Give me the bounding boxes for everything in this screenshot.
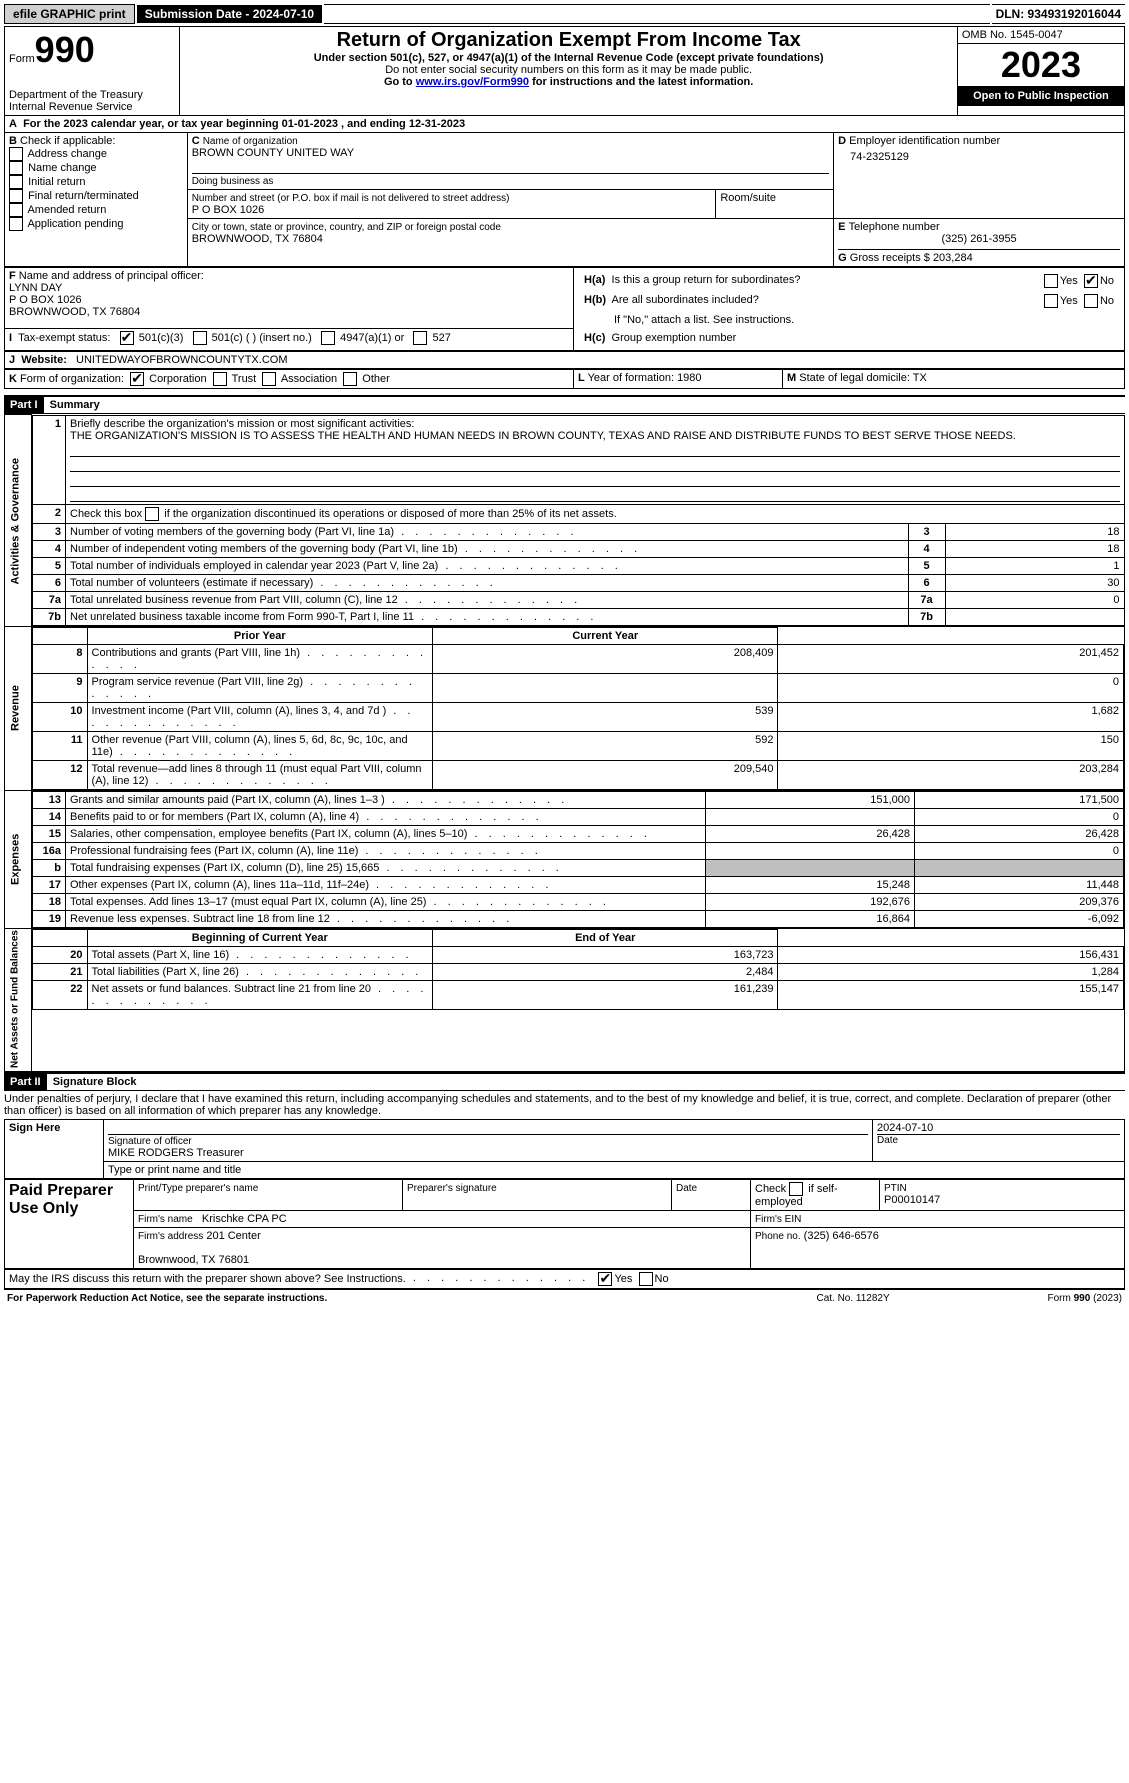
firm-name: Krischke CPA PC — [202, 1213, 287, 1225]
form-subtitle: Under section 501(c), 527, or 4947(a)(1)… — [184, 52, 952, 64]
k-l-m: K Form of organization: Corporation Trus… — [4, 369, 1125, 389]
mission-text: THE ORGANIZATION'S MISSION IS TO ASSESS … — [70, 430, 1016, 442]
goto-line: Go to www.irs.gov/Form990 for instructio… — [184, 76, 952, 88]
side-revenue: Revenue — [5, 626, 32, 790]
dept-treasury: Department of the Treasury Internal Reve… — [9, 89, 175, 113]
b-label: Check if applicable: — [20, 135, 115, 147]
tax-year: 2023 — [958, 44, 1124, 86]
org-address: P O BOX 1026 — [192, 204, 265, 216]
side-activities: Activities & Governance — [5, 415, 32, 627]
irs-link[interactable]: www.irs.gov/Form990 — [416, 76, 529, 88]
ssn-note: Do not enter social security numbers on … — [184, 64, 952, 76]
sig-date: 2024-07-10 — [877, 1122, 1120, 1134]
chk-amended[interactable] — [9, 203, 23, 217]
chk-corp[interactable] — [130, 372, 144, 386]
chk-hb-yes[interactable] — [1044, 294, 1058, 308]
omb-number: OMB No. 1545-0047 — [958, 27, 1124, 44]
year-formation: 1980 — [677, 372, 701, 384]
phone: (325) 261-3955 — [838, 233, 1120, 245]
form-label: Form — [9, 53, 35, 65]
open-inspection: Open to Public Inspection — [958, 86, 1124, 106]
ptin: P00010147 — [884, 1194, 940, 1206]
chk-527[interactable] — [413, 331, 427, 345]
firm-phone: (325) 646-6576 — [804, 1230, 879, 1242]
chk-name-change[interactable] — [9, 161, 23, 175]
part2-header: Part II Signature Block — [4, 1072, 1125, 1091]
line-a: A For the 2023 calendar year, or tax yea… — [4, 116, 1125, 132]
chk-hb-no[interactable] — [1084, 294, 1098, 308]
perjury-declaration: Under penalties of perjury, I declare th… — [4, 1091, 1125, 1119]
efile-button[interactable]: efile GRAPHIC print — [4, 4, 135, 24]
form-number: 990 — [35, 29, 95, 70]
form-header: Form990 Department of the Treasury Inter… — [4, 26, 1125, 116]
room-suite: Room/suite — [716, 190, 834, 219]
f-h-block: F Name and address of principal officer:… — [4, 267, 1125, 351]
chk-other[interactable] — [343, 372, 357, 386]
chk-final-return[interactable] — [9, 189, 23, 203]
top-bar: efile GRAPHIC print Submission Date - 20… — [4, 4, 1125, 24]
gross-receipts: 203,284 — [933, 252, 973, 264]
chk-self-employed[interactable] — [789, 1182, 803, 1196]
domicile: TX — [913, 372, 927, 384]
officer-name: LYNN DAY — [9, 282, 62, 294]
chk-discontinued[interactable] — [145, 507, 159, 521]
ein: 74-2325129 — [838, 147, 1120, 167]
form-title: Return of Organization Exempt From Incom… — [184, 29, 952, 52]
chk-assoc[interactable] — [262, 372, 276, 386]
chk-discuss-yes[interactable] — [598, 1272, 612, 1286]
part1-header: Part I Summary — [4, 395, 1125, 414]
chk-ha-yes[interactable] — [1044, 274, 1058, 288]
chk-501c[interactable] — [193, 331, 207, 345]
side-netassets: Net Assets or Fund Balances — [5, 928, 32, 1071]
chk-ha-no[interactable] — [1084, 274, 1098, 288]
chk-trust[interactable] — [213, 372, 227, 386]
chk-4947[interactable] — [321, 331, 335, 345]
website: UNITEDWAYOFBROWNCOUNTYTX.COM — [76, 354, 287, 366]
chk-initial-return[interactable] — [9, 175, 23, 189]
org-name: BROWN COUNTY UNITED WAY — [192, 147, 354, 159]
chk-501c3[interactable] — [120, 331, 134, 345]
officer-sig-name: MIKE RODGERS Treasurer — [108, 1147, 244, 1159]
paperwork-notice: For Paperwork Reduction Act Notice, see … — [6, 1292, 763, 1305]
signature-block: Sign Here Signature of officer MIKE RODG… — [4, 1119, 1125, 1179]
officer-city: BROWNWOOD, TX 76804 — [9, 306, 140, 318]
dln: DLN: 93493192016044 — [992, 4, 1125, 24]
paid-preparer: Paid Preparer Use Only Print/Type prepar… — [4, 1179, 1125, 1269]
side-expenses: Expenses — [5, 790, 32, 928]
officer-addr: P O BOX 1026 — [9, 294, 82, 306]
chk-app-pending[interactable] — [9, 217, 23, 231]
chk-discuss-no[interactable] — [639, 1272, 653, 1286]
chk-address-change[interactable] — [9, 147, 23, 161]
cat-no: Cat. No. 11282Y — [765, 1292, 942, 1305]
submission-date: Submission Date - 2024-07-10 — [137, 5, 322, 23]
org-city: BROWNWOOD, TX 76804 — [192, 233, 323, 245]
entity-block: B Check if applicable: Address change Na… — [4, 132, 1125, 267]
form-footer: Form 990 (2023) — [943, 1292, 1123, 1305]
